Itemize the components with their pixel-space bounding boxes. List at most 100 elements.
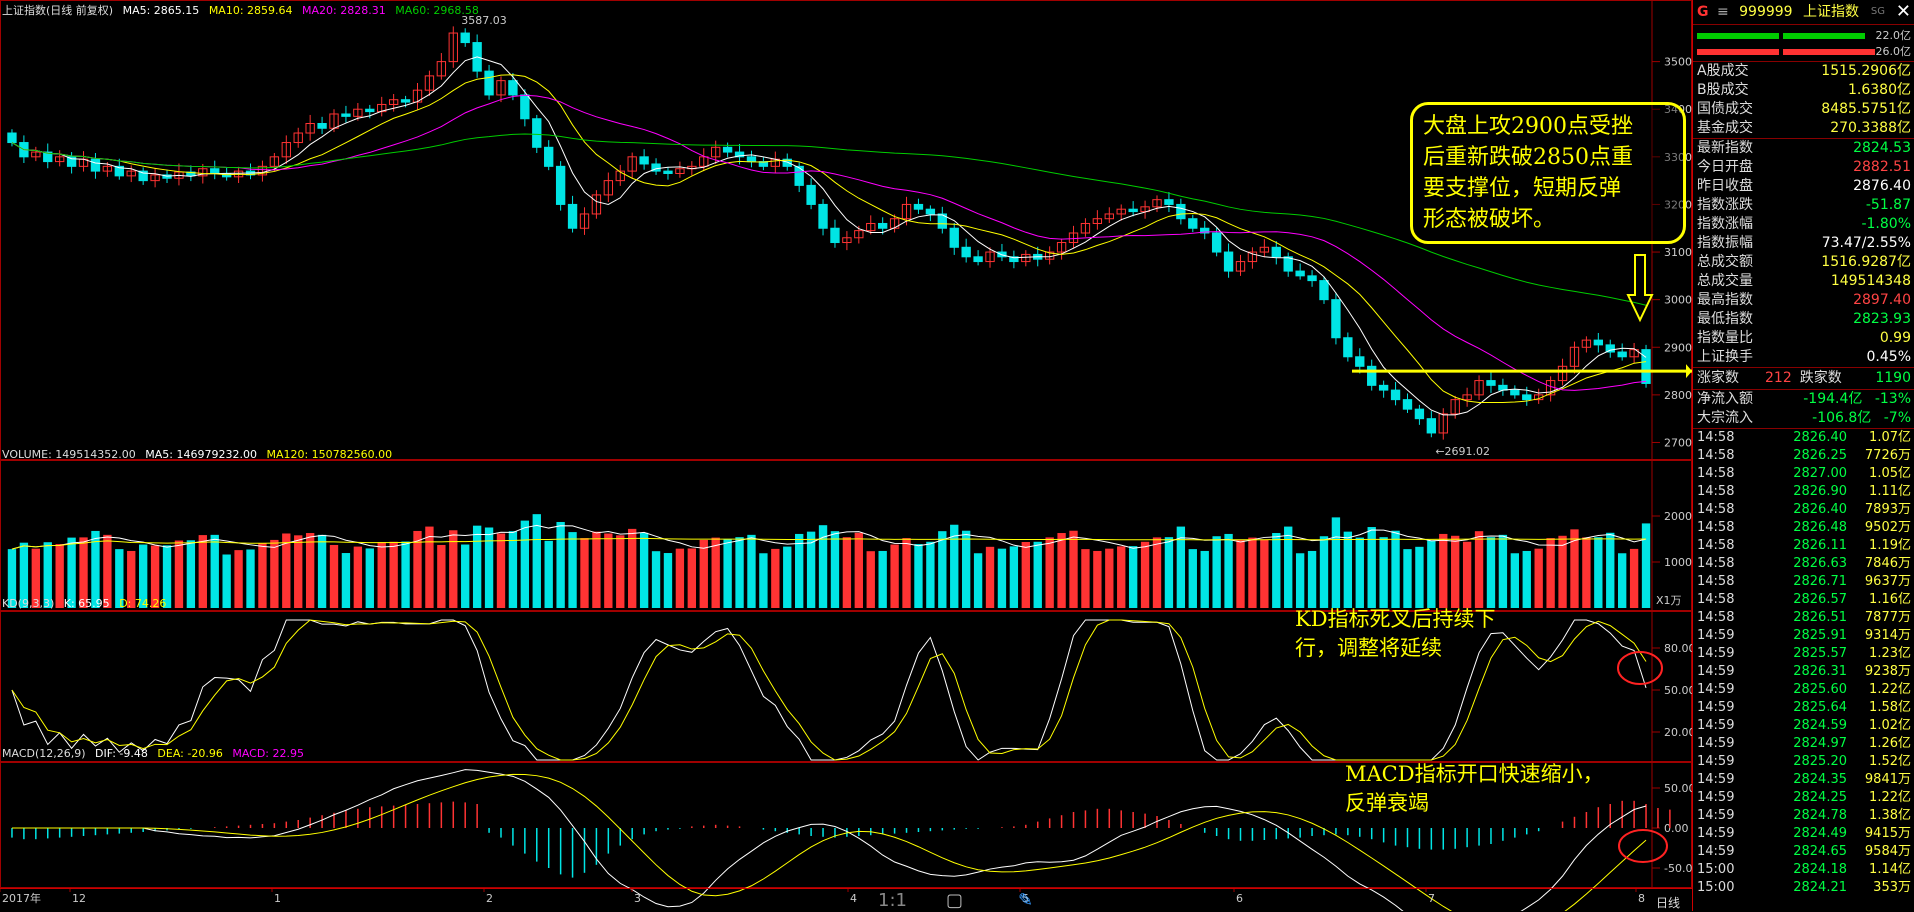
candle-body	[1128, 208, 1138, 213]
x-axis-label: 2017年	[2, 891, 41, 905]
ma5-label: MA5: 2865.15	[122, 4, 200, 17]
volume-bar	[1403, 549, 1412, 608]
red-bar	[1697, 49, 1779, 55]
tick-time: 14:59	[1697, 718, 1735, 733]
tick-time: 14:59	[1697, 772, 1735, 787]
candle-body	[102, 165, 113, 172]
volume-axis-label: 10000	[1664, 556, 1692, 569]
tick-time: 14:58	[1697, 538, 1735, 553]
volume-bar	[1427, 540, 1436, 608]
macd-axis-label: 0.00	[1664, 822, 1689, 835]
stat-label: 总成交量	[1697, 273, 1753, 289]
tick-price: 2826.11	[1793, 538, 1847, 553]
candle-body	[901, 203, 912, 220]
volume-bar	[723, 539, 732, 608]
volume-bar	[19, 542, 29, 608]
stat-value: 2897.40	[1853, 292, 1911, 308]
sg-tag: SG	[1870, 6, 1885, 17]
candle-body	[7, 132, 17, 144]
candle-body	[138, 170, 148, 182]
volume-bar	[413, 530, 422, 608]
volume-bar	[568, 532, 577, 608]
volume-bar	[127, 550, 136, 608]
x-axis-label: 7	[1428, 892, 1435, 905]
volume-bar	[210, 534, 219, 608]
ma20-line	[11, 94, 1647, 391]
volume-bar	[1451, 535, 1460, 608]
volume-bar	[425, 526, 434, 608]
candle-body	[1271, 246, 1281, 258]
edit-icon[interactable]: ✎	[1018, 890, 1034, 911]
close-icon[interactable]: ✕	[1895, 1, 1911, 22]
menu-icon[interactable]: ≡	[1716, 4, 1729, 20]
candle-body	[830, 227, 840, 244]
volume-bar	[55, 544, 64, 608]
tick-row: 14:58 2826.40 1.07亿	[1693, 429, 1914, 447]
stat-label: 总成交额	[1697, 254, 1753, 270]
volume-bar	[1522, 550, 1531, 608]
candle-body	[603, 180, 614, 196]
flow-list: 净流入额 -194.4亿 -13% 大宗流入 -106.8亿 -7%	[1693, 390, 1914, 429]
tick-row: 14:59 2824.97 1.26亿	[1693, 735, 1914, 753]
volume-bar	[91, 530, 100, 608]
stat-row: A股成交 1515.2906亿	[1693, 62, 1914, 81]
tick-volume: 1.58亿	[1869, 700, 1911, 715]
tick-row: 14:59 2824.59 1.02亿	[1693, 717, 1914, 735]
volume-bar	[389, 541, 398, 608]
volume-bar	[735, 537, 744, 608]
candle-body	[114, 165, 124, 177]
candle-body	[675, 168, 685, 174]
tick-volume: 1.07亿	[1869, 430, 1911, 445]
x-axis-label: 6	[1236, 892, 1243, 905]
volume-bar	[1152, 537, 1162, 608]
volume-bar	[1319, 536, 1329, 608]
volume-bar	[246, 549, 255, 608]
volume-bar	[329, 544, 339, 608]
volume-bar	[1045, 537, 1054, 608]
candle-body	[448, 32, 458, 63]
tick-price: 2826.40	[1793, 430, 1847, 445]
candle-body	[1200, 227, 1210, 234]
stat-row: B股成交 1.6380亿	[1693, 81, 1914, 100]
volume-bar	[282, 533, 291, 608]
price-axis-label: 2800	[1664, 389, 1692, 402]
price-axis-label: 3000	[1664, 294, 1692, 307]
volume-bar	[508, 531, 518, 608]
kline-chart-area[interactable]: 3500340033003200310030002900280027003587…	[0, 0, 1692, 911]
candle-body	[66, 156, 77, 167]
candle-body	[579, 213, 590, 229]
volume-bar	[1248, 537, 1257, 608]
candle-body	[1116, 208, 1126, 215]
kd-axis-label: 80.00	[1664, 642, 1692, 655]
macd-dea: DEA: -20.96	[157, 747, 223, 760]
volume-bar	[1212, 536, 1221, 608]
flow-value: -194.4亿 -13%	[1803, 390, 1911, 409]
volume-bar	[1057, 533, 1066, 608]
frame-icon[interactable]: ▢	[946, 890, 964, 911]
tick-row: 14:59 2825.20 1.52亿	[1693, 753, 1914, 771]
tick-row: 14:58 2826.57 1.16亿	[1693, 591, 1914, 609]
tick-time: 14:58	[1697, 556, 1735, 571]
volume-bar	[1582, 537, 1591, 608]
kd-header: KD(9,3,3) K: 65.95 D: 74.26	[2, 597, 172, 610]
x-axis-label: 5	[1022, 892, 1029, 905]
volume-bar	[639, 532, 649, 608]
candle-body	[532, 118, 542, 148]
volume-bar	[783, 546, 792, 608]
tick-time: 14:58	[1697, 610, 1735, 625]
kd-k: K: 65.95	[63, 597, 110, 610]
tick-volume: 9637万	[1864, 574, 1911, 589]
candle-body	[1605, 344, 1615, 353]
panel-frame	[0, 611, 1692, 762]
tick-list[interactable]: 14:58 2826.40 1.07亿 14:58 2826.25 7726万 14:58 2…	[1693, 429, 1914, 897]
g-badge[interactable]: G	[1697, 4, 1709, 20]
tick-row: 14:59 2825.57 1.23亿	[1693, 645, 1914, 663]
stat-value: 0.45%	[1866, 349, 1911, 365]
flow-row: 大宗流入 -106.8亿 -7%	[1693, 409, 1914, 428]
candle-body	[269, 156, 280, 167]
period-label[interactable]: 日线	[1656, 896, 1681, 910]
candle-body	[937, 213, 947, 229]
stat-row: 最高指数 2897.40	[1693, 291, 1914, 310]
zoom-ratio[interactable]: 1:1	[878, 890, 907, 911]
down-count-label: 跌家数	[1799, 370, 1842, 386]
